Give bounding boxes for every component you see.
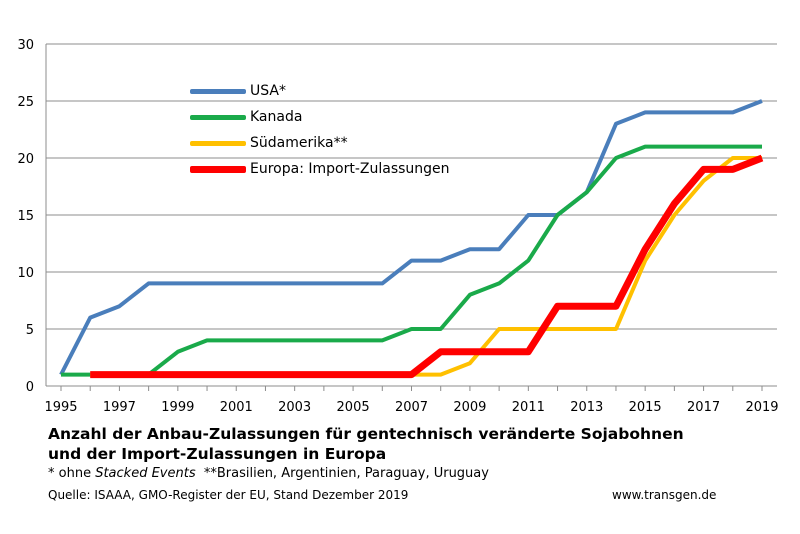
legend-label-usa: USA* <box>250 83 286 99</box>
footnote-italic: Stacked Events <box>95 466 196 481</box>
x-axis: 1995 1997 1999 2001 2003 2005 2007 2009 2011 2013… <box>44 385 779 415</box>
y-axis: 0 5 10 15 20 25 30 <box>17 38 47 395</box>
x-tick-label-2005: 2005 <box>337 400 370 415</box>
series-line-kanada <box>61 144 762 377</box>
footnote-suffix: **Brasilien, Argentinien, Paraguay, Urug… <box>195 466 489 481</box>
x-tick-label-1999: 1999 <box>161 400 194 415</box>
x-tick-label-2011: 2011 <box>512 400 545 415</box>
legend-item-europa: Europa: Import-Zulassungen <box>190 156 450 182</box>
x-tick-label-2007: 2007 <box>395 400 428 415</box>
footnote-prefix: * ohne <box>48 466 96 481</box>
x-tick-label-2019: 2019 <box>745 400 778 415</box>
series-lines <box>59 99 764 379</box>
x-tick-label-2015: 2015 <box>629 400 662 415</box>
legend-swatch-europa <box>190 165 246 173</box>
x-tick-label-1997: 1997 <box>103 400 136 415</box>
legend-item-kanada: Kanada <box>190 104 450 130</box>
series-line-usa <box>59 99 763 376</box>
gridlines <box>46 43 777 330</box>
x-tick-label-2013: 2013 <box>570 400 603 415</box>
legend-item-suedamerika: Südamerika** <box>190 130 450 156</box>
legend-swatch-suedamerika <box>190 140 246 146</box>
legend: USA* Kanada Südamerika** Europa: Import-… <box>190 78 450 182</box>
footnote: * ohne Stacked Events **Brasilien, Argen… <box>48 466 788 481</box>
legend-label-suedamerika: Südamerika** <box>250 135 348 151</box>
x-tick-label-2001: 2001 <box>220 400 253 415</box>
chart-title-line-2: und der Import-Zulassungen in Europa <box>48 445 387 463</box>
source-note: Quelle: ISAAA, GMO-Register der EU, Stan… <box>48 488 409 502</box>
x-tick-label-2009: 2009 <box>453 400 486 415</box>
legend-swatch-usa <box>190 88 246 94</box>
website-credit: www.transgen.de <box>612 488 717 502</box>
legend-swatch-kanada <box>190 114 246 120</box>
legend-label-kanada: Kanada <box>250 109 303 125</box>
y-tick-label-15: 15 <box>17 209 34 224</box>
x-tick-label-2003: 2003 <box>278 400 311 415</box>
chart-title: Anzahl der Anbau-Zulassungen für gentech… <box>48 424 788 464</box>
legend-item-usa: USA* <box>190 78 450 104</box>
x-tick-label-2017: 2017 <box>687 400 720 415</box>
chart-title-line-1: Anzahl der Anbau-Zulassungen für gentech… <box>48 425 684 443</box>
x-tick-label-1995: 1995 <box>44 400 77 415</box>
y-tick-label-5: 5 <box>26 323 34 338</box>
series-line-s-damerika <box>90 156 762 377</box>
legend-label-europa: Europa: Import-Zulassungen <box>250 161 450 177</box>
y-tick-label-20: 20 <box>17 152 34 167</box>
y-tick-label-25: 25 <box>17 95 34 110</box>
y-tick-label-30: 30 <box>17 38 34 53</box>
line-chart: 0 5 10 15 20 25 30 1995 1997 1999 2001 2003 2005 200… <box>17 38 779 415</box>
series-line-europa-import-zulassungen <box>90 154 764 379</box>
y-tick-label-0: 0 <box>26 380 34 395</box>
y-tick-label-10: 10 <box>17 266 34 281</box>
